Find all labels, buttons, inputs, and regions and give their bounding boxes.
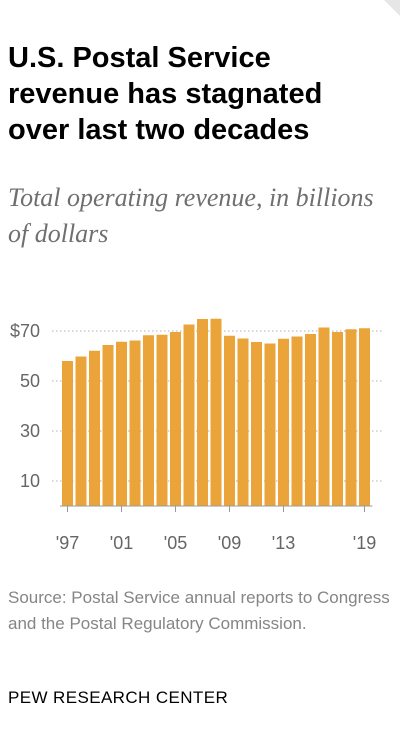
- bar-chart: 10 30 50 $70 '97 '01 '05 '09 '13 '19: [10, 318, 382, 553]
- x-tick-label: '97: [56, 533, 79, 553]
- y-tick-label: $70: [10, 321, 40, 341]
- bar-2010: [237, 338, 249, 506]
- y-tick-label: 30: [20, 421, 40, 441]
- source-note: Source: Postal Service annual reports to…: [8, 588, 390, 633]
- bar-2002: [129, 340, 141, 506]
- bar-2004: [156, 334, 168, 506]
- x-tick-label: '05: [164, 533, 187, 553]
- bar-2013: [278, 338, 289, 506]
- bars: [62, 318, 370, 506]
- x-axis-labels: '97 '01 '05 '09 '13 '19: [56, 505, 376, 553]
- bar-2018: [345, 329, 357, 506]
- y-tick-label: 10: [20, 471, 40, 491]
- chart-subtitle: Total operating revenue, in billions of …: [8, 183, 374, 248]
- bar-2014: [291, 336, 303, 506]
- bar-2012: [264, 343, 276, 506]
- bar-2009: [224, 335, 235, 506]
- corner-decoration: [384, 0, 400, 16]
- bar-2015: [305, 334, 316, 506]
- x-tick-label: '13: [272, 533, 295, 553]
- bar-2019: [359, 328, 370, 506]
- y-tick-label: 50: [20, 371, 40, 391]
- bar-2008: [210, 318, 222, 506]
- bar-2003: [143, 335, 154, 506]
- chart-title: U.S. Postal Service revenue has stagnate…: [8, 42, 323, 146]
- bar-2001: [116, 341, 127, 506]
- x-tick-label: '09: [218, 533, 241, 553]
- bar-2017: [332, 332, 343, 506]
- bar-1999: [89, 350, 100, 506]
- x-tick-label: '19: [353, 533, 376, 553]
- y-axis-labels: 10 30 50 $70: [10, 321, 40, 491]
- bar-1998: [75, 356, 87, 506]
- bar-2006: [183, 324, 195, 506]
- x-tick-label: '01: [110, 533, 133, 553]
- brand-logo-text: PEW RESEARCH CENTER: [8, 688, 229, 707]
- bar-1997: [62, 361, 73, 506]
- bar-2005: [170, 332, 181, 506]
- bar-2007: [197, 319, 208, 506]
- bar-2000: [102, 345, 114, 506]
- bar-2016: [318, 327, 330, 506]
- bar-2011: [251, 342, 262, 506]
